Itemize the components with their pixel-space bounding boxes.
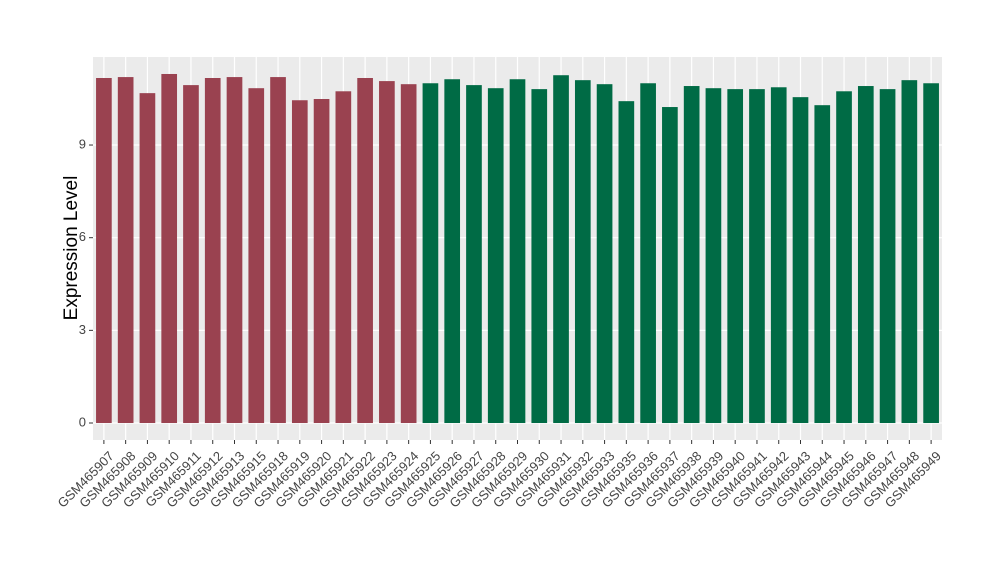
bar xyxy=(466,85,482,424)
bar xyxy=(335,91,352,424)
bar xyxy=(270,77,286,424)
bar xyxy=(705,88,722,424)
y-tick-label: 3 xyxy=(79,322,86,337)
bar xyxy=(248,88,265,424)
bar xyxy=(313,99,330,424)
bar xyxy=(640,83,656,424)
bar xyxy=(857,86,874,424)
bar xyxy=(749,89,765,424)
bar xyxy=(792,97,809,424)
bar xyxy=(422,83,439,424)
bar xyxy=(444,79,461,424)
bar xyxy=(509,79,526,424)
bar xyxy=(596,84,613,424)
y-tick-label: 6 xyxy=(79,229,86,244)
bar xyxy=(204,78,221,424)
bar xyxy=(662,107,678,424)
bar xyxy=(379,81,395,424)
bar xyxy=(161,73,178,424)
bar xyxy=(727,89,744,424)
y-tick-label: 0 xyxy=(79,414,86,429)
bar xyxy=(814,105,831,424)
bar xyxy=(139,93,156,424)
bar xyxy=(531,89,548,424)
y-tick-label: 9 xyxy=(79,136,86,151)
bar xyxy=(770,87,787,424)
bar xyxy=(291,100,308,424)
bar xyxy=(923,83,939,424)
bar xyxy=(618,101,635,424)
bar xyxy=(553,75,569,424)
bar xyxy=(487,88,504,424)
bar xyxy=(226,77,243,424)
bar xyxy=(183,85,199,424)
bar xyxy=(357,78,373,424)
bar xyxy=(574,80,591,424)
bar xyxy=(836,91,852,424)
bar xyxy=(683,86,700,424)
bar xyxy=(879,89,896,424)
bar xyxy=(96,78,112,424)
bar xyxy=(901,80,918,424)
bar xyxy=(117,77,134,424)
y-axis-title: Expression Level xyxy=(61,176,82,321)
bar xyxy=(400,84,417,424)
